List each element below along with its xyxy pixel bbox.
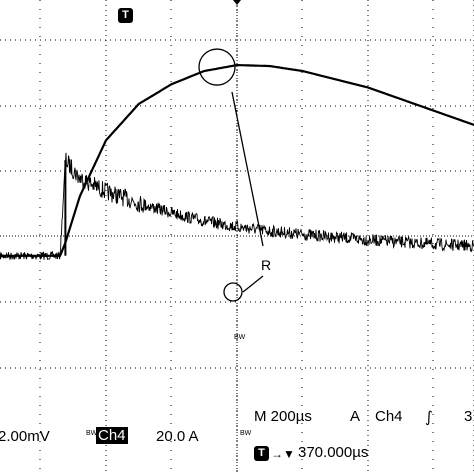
bw-label: BW (86, 430, 98, 437)
trace-ch4-current (0, 63, 474, 257)
trigger-mode-readout: A (350, 408, 361, 425)
rising-edge-icon: ∫ (425, 408, 433, 426)
trigger-marker-icon: T (118, 8, 133, 23)
annotation-circle-peak (198, 48, 236, 86)
traces (0, 63, 474, 261)
trace-voltage-noisy (0, 152, 474, 261)
annotation-label-r: R (261, 257, 271, 273)
ch4-scale-readout: 20.0 A (156, 428, 199, 445)
trigger-source-readout: Ch4 (375, 408, 403, 425)
annotation-leader-2 (242, 275, 264, 293)
timebase-readout: M 200µs (254, 408, 312, 425)
trigger-position-icon: T (254, 446, 269, 461)
bw-label-2: BW (240, 430, 252, 437)
trigger-edge-readout: ∫ (425, 408, 433, 427)
trigger-position-readout: 370.000µs (298, 444, 369, 461)
annotations: R (198, 48, 271, 302)
annotation-leader-1 (231, 91, 264, 247)
bw-label-3: BW (234, 334, 246, 341)
ch-a-scale-readout: 2.00mV (0, 428, 50, 445)
top-center-pointer (233, 0, 241, 5)
trigger-position-arrow: →▼ (271, 447, 295, 461)
annotation-circle-noisy (223, 282, 243, 302)
trigger-level-readout: 3 (464, 408, 473, 425)
ch4-badge: Ch4 (96, 427, 128, 444)
ch4-label: Ch4 (96, 427, 128, 445)
